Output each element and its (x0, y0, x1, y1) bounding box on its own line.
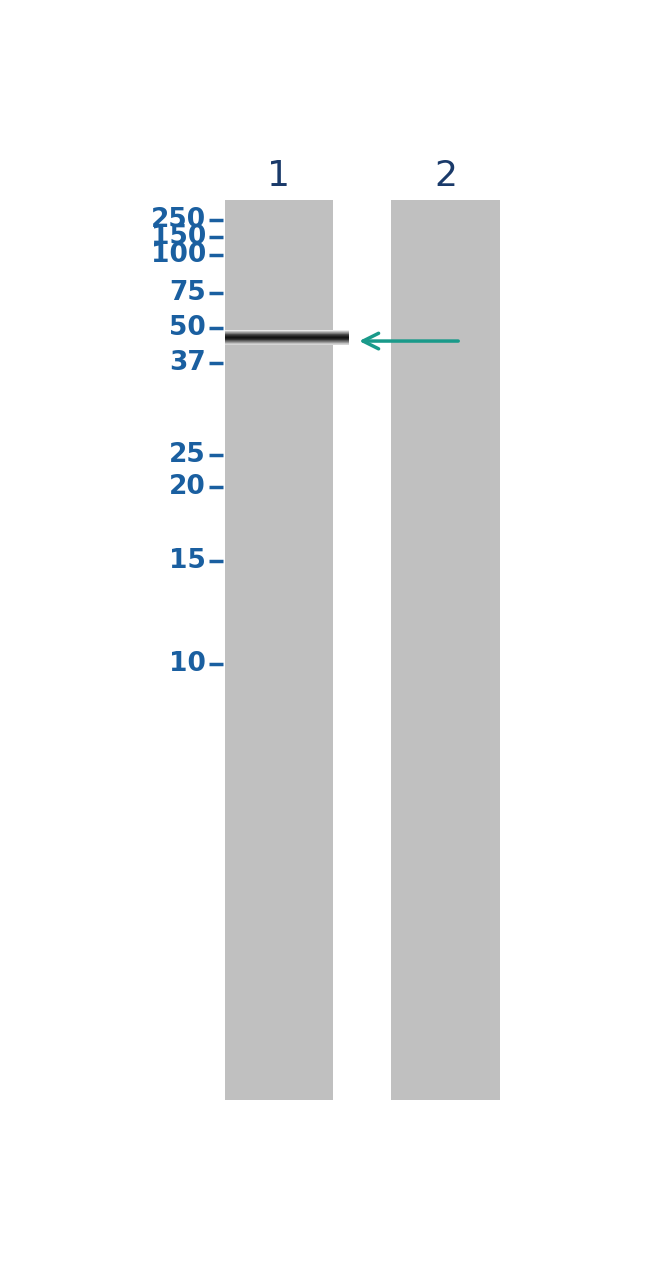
Text: 75: 75 (169, 281, 206, 306)
Text: 37: 37 (169, 349, 206, 376)
Text: 20: 20 (169, 475, 206, 500)
Text: 100: 100 (151, 241, 206, 268)
Bar (225, 201, 333, 1100)
Text: 2: 2 (434, 159, 457, 193)
Text: 50: 50 (169, 315, 206, 340)
Text: 150: 150 (151, 224, 206, 250)
Bar (391, 201, 500, 1100)
Text: 1: 1 (267, 159, 291, 193)
Text: 15: 15 (169, 547, 206, 574)
Text: 250: 250 (151, 207, 206, 234)
Text: 25: 25 (169, 442, 206, 469)
Text: 10: 10 (169, 652, 206, 677)
